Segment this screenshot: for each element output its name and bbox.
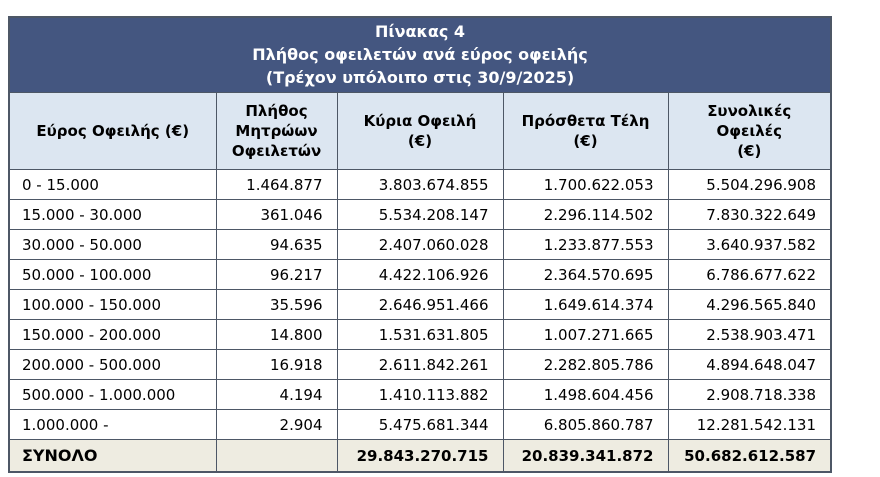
- cell-debtors: 96.217: [215, 259, 338, 290]
- column-header-line: Μητρώων: [235, 122, 318, 140]
- table-title-line-1: Πίνακας 4: [374, 22, 466, 41]
- cell-debtors: 361.046: [215, 199, 338, 230]
- column-header-line: Οφειλές: [716, 122, 782, 140]
- total-principal: 29.843.270.715: [336, 439, 504, 473]
- column-header-line: Πλήθος: [245, 102, 308, 120]
- cell-fees: 1.007.271.665: [502, 319, 669, 350]
- debt-ranges-table: Πίνακας 4 Πλήθος οφειλετών ανά εύρος οφε…: [8, 16, 833, 473]
- table-title: Πίνακας 4 Πλήθος οφειλετών ανά εύρος οφε…: [8, 16, 832, 93]
- cell-range: 50.000 - 100.000: [8, 259, 217, 290]
- column-header-debtors: Πλήθος Μητρώων Οφειλετών: [215, 92, 338, 170]
- column-header-line: Συνολικές: [707, 102, 792, 120]
- table-row: 200.000 - 500.000 16.918 2.611.842.261 2.28…: [8, 349, 832, 380]
- cell-range: 150.000 - 200.000: [8, 319, 217, 350]
- cell-principal: 1.410.113.882: [336, 379, 504, 410]
- cell-range: 1.000.000 -: [8, 409, 217, 440]
- table-title-row: Πίνακας 4 Πλήθος οφειλετών ανά εύρος οφε…: [8, 16, 832, 93]
- cell-range: 200.000 - 500.000: [8, 349, 217, 380]
- cell-fees: 6.805.860.787: [502, 409, 669, 440]
- cell-fees: 1.649.614.374: [502, 289, 669, 320]
- cell-fees: 2.296.114.502: [502, 199, 669, 230]
- cell-total: 5.504.296.908: [667, 169, 832, 200]
- column-header-fees: Πρόσθετα Τέλη (€): [502, 92, 669, 170]
- cell-total: 4.894.648.047: [667, 349, 832, 380]
- cell-principal: 3.803.674.855: [336, 169, 504, 200]
- cell-principal: 4.422.106.926: [336, 259, 504, 290]
- table-title-line-3: (Τρέχον υπόλοιπο στις 30/9/2025): [265, 68, 575, 87]
- column-header-line: (€): [573, 132, 598, 150]
- cell-principal: 5.475.681.344: [336, 409, 504, 440]
- cell-range: 0 - 15.000: [8, 169, 217, 200]
- cell-total: 4.296.565.840: [667, 289, 832, 320]
- cell-debtors: 35.596: [215, 289, 338, 320]
- cell-principal: 2.407.060.028: [336, 229, 504, 260]
- column-header-row: Εύρος Οφειλής (€) Πλήθος Μητρώων Οφειλετών Κ…: [8, 92, 832, 170]
- cell-total: 2.538.903.471: [667, 319, 832, 350]
- cell-total: 6.786.677.622: [667, 259, 832, 290]
- cell-principal: 5.534.208.147: [336, 199, 504, 230]
- table-row: 150.000 - 200.000 14.800 1.531.631.805 1.00…: [8, 319, 832, 350]
- cell-range: 100.000 - 150.000: [8, 289, 217, 320]
- cell-range: 15.000 - 30.000: [8, 199, 217, 230]
- table-title-line-2: Πλήθος οφειλετών ανά εύρος οφειλής: [252, 45, 588, 64]
- column-header-principal: Κύρια Οφειλή (€): [336, 92, 504, 170]
- table-row: 15.000 - 30.000 361.046 5.534.208.147 2.296…: [8, 199, 832, 230]
- table-row: 500.000 - 1.000.000 4.194 1.410.113.882 1.4…: [8, 379, 832, 410]
- column-header-line: Οφειλετών: [231, 142, 322, 160]
- cell-principal: 2.646.951.466: [336, 289, 504, 320]
- total-fees: 20.839.341.872: [502, 439, 669, 473]
- total-row: ΣΥΝΟΛΟ 29.843.270.715 20.839.341.872 50.682…: [8, 439, 832, 473]
- column-header-line: (€): [407, 132, 433, 150]
- cell-total: 7.830.322.649: [667, 199, 832, 230]
- column-header-total: Συνολικές Οφειλές (€): [667, 92, 832, 170]
- table-row: 100.000 - 150.000 35.596 2.646.951.466 1.64…: [8, 289, 832, 320]
- table-row: 30.000 - 50.000 94.635 2.407.060.028 1.233.…: [8, 229, 832, 260]
- total-total: 50.682.612.587: [667, 439, 832, 473]
- cell-fees: 1.498.604.456: [502, 379, 669, 410]
- column-header-line: (€): [737, 142, 762, 160]
- cell-fees: 2.282.805.786: [502, 349, 669, 380]
- cell-range: 500.000 - 1.000.000: [8, 379, 217, 410]
- cell-total: 2.908.718.338: [667, 379, 832, 410]
- total-debtors: [215, 439, 338, 473]
- total-label: ΣΥΝΟΛΟ: [8, 439, 217, 473]
- cell-fees: 1.700.622.053: [502, 169, 669, 200]
- cell-fees: 2.364.570.695: [502, 259, 669, 290]
- cell-debtors: 14.800: [215, 319, 338, 350]
- cell-principal: 2.611.842.261: [336, 349, 504, 380]
- column-header-line: Πρόσθετα Τέλη: [521, 112, 650, 130]
- table-row: 50.000 - 100.000 96.217 4.422.106.926 2.364…: [8, 259, 832, 290]
- table-row: 1.000.000 -2.904 5.475.681.344 6.805.860.7…: [8, 409, 832, 440]
- column-header-line: Κύρια Οφειλή: [363, 112, 477, 130]
- column-header-line: Εύρος Οφειλής (€): [36, 122, 190, 140]
- cell-total: 12.281.542.131: [667, 409, 832, 440]
- cell-debtors: 2.904: [215, 409, 338, 440]
- table-row: 0 - 15.000 1.464.877 3.803.674.855 1.700.62…: [8, 169, 832, 200]
- debt-table-container: Πίνακας 4 Πλήθος οφειλετών ανά εύρος οφε…: [8, 16, 833, 473]
- cell-total: 3.640.937.582: [667, 229, 832, 260]
- cell-debtors: 4.194: [215, 379, 338, 410]
- cell-debtors: 94.635: [215, 229, 338, 260]
- cell-range: 30.000 - 50.000: [8, 229, 217, 260]
- cell-debtors: 1.464.877: [215, 169, 338, 200]
- column-header-range: Εύρος Οφειλής (€): [8, 92, 217, 170]
- cell-debtors: 16.918: [215, 349, 338, 380]
- cell-principal: 1.531.631.805: [336, 319, 504, 350]
- cell-fees: 1.233.877.553: [502, 229, 669, 260]
